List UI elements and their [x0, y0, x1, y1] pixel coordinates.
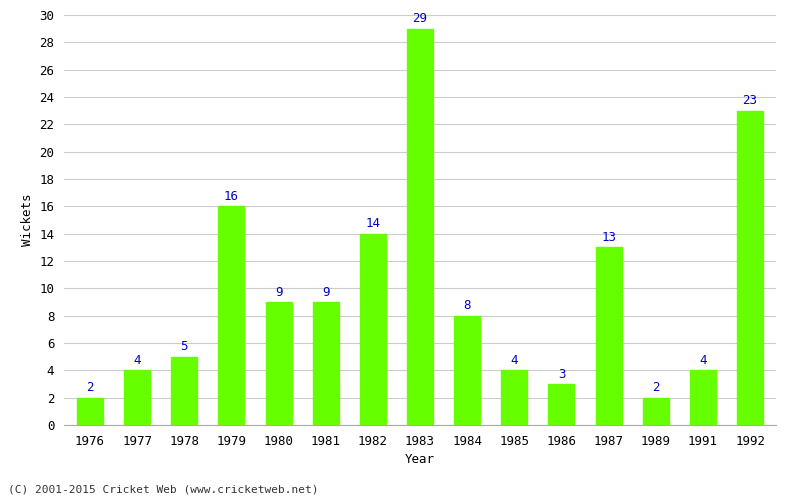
Bar [642, 398, 669, 425]
Text: 4: 4 [510, 354, 518, 367]
Text: 4: 4 [699, 354, 706, 367]
Bar [549, 384, 574, 425]
Text: 2: 2 [652, 381, 659, 394]
X-axis label: Year: Year [405, 454, 435, 466]
Bar [360, 234, 386, 425]
Bar [596, 248, 622, 425]
Text: 23: 23 [742, 94, 758, 108]
Text: 16: 16 [224, 190, 239, 203]
Text: 8: 8 [463, 299, 471, 312]
Text: (C) 2001-2015 Cricket Web (www.cricketweb.net): (C) 2001-2015 Cricket Web (www.cricketwe… [8, 485, 318, 495]
Bar [218, 206, 244, 425]
Text: 9: 9 [322, 286, 330, 298]
Text: 3: 3 [558, 368, 566, 380]
Bar [690, 370, 716, 425]
Bar [313, 302, 338, 425]
Bar [737, 110, 763, 425]
Text: 14: 14 [366, 217, 380, 230]
Text: 4: 4 [134, 354, 141, 367]
Bar [502, 370, 527, 425]
Bar [171, 356, 198, 425]
Bar [454, 316, 480, 425]
Text: 29: 29 [413, 12, 427, 25]
Text: 13: 13 [601, 231, 616, 244]
Y-axis label: Wickets: Wickets [21, 194, 34, 246]
Text: 2: 2 [86, 381, 94, 394]
Bar [407, 28, 433, 425]
Text: 5: 5 [181, 340, 188, 353]
Bar [266, 302, 291, 425]
Bar [77, 398, 103, 425]
Bar [124, 370, 150, 425]
Text: 9: 9 [274, 286, 282, 298]
